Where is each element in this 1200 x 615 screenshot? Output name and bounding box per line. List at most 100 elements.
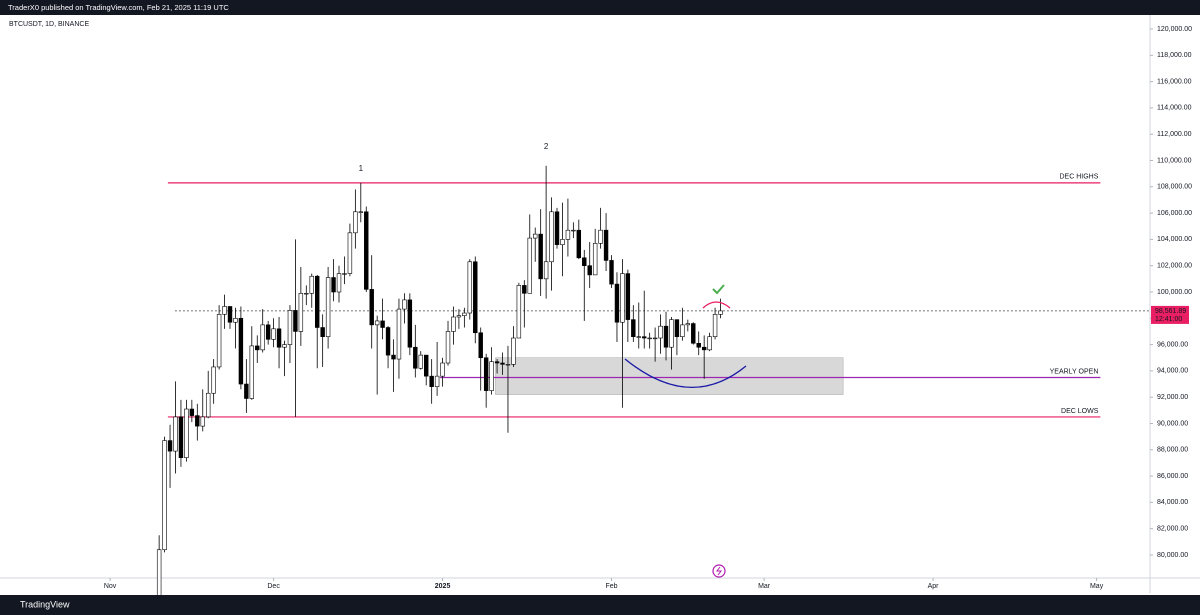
candle-body: [331, 277, 336, 293]
candle-body: [298, 293, 304, 332]
candle-body: [342, 273, 347, 275]
candle-body: [527, 237, 532, 294]
candle-body: [200, 416, 205, 427]
candle-body: [396, 308, 402, 360]
y-tick-label: 114,000.00: [1157, 105, 1192, 112]
candle-body: [195, 415, 200, 427]
candle-body: [325, 277, 331, 338]
candle-body: [636, 336, 641, 338]
candle-body: [631, 319, 636, 338]
candle-body: [222, 306, 227, 315]
x-tick-label: Mar: [758, 583, 771, 590]
candle-body: [478, 332, 483, 359]
candle-body: [663, 325, 669, 348]
candle-body: [167, 440, 173, 452]
candle-body: [576, 229, 582, 259]
y-tick-label: 82,000.00: [1157, 526, 1188, 533]
candle-body: [391, 354, 396, 360]
candle-body: [249, 345, 255, 399]
support-zone: [495, 357, 844, 395]
event-icon-bolt: [716, 566, 722, 576]
candle-body: [511, 337, 516, 365]
candle-body: [445, 331, 451, 364]
candle-body: [434, 375, 440, 387]
y-tick-label: 108,000.00: [1157, 184, 1192, 191]
candle-body: [652, 337, 658, 340]
candle-body: [483, 357, 489, 391]
candle-body: [571, 229, 576, 232]
candle-body: [456, 315, 462, 318]
candle-body: [669, 319, 674, 348]
candle-body: [347, 232, 353, 274]
axis-layer: 80,000.00 82,000.00 84,000.00 86,000.00 88,0…: [104, 26, 1192, 590]
footer-brand: TradingView: [20, 599, 70, 609]
check-mark: [712, 284, 725, 295]
candle-body: [320, 327, 325, 338]
candle-body: [369, 289, 374, 326]
candle-body: [701, 346, 707, 351]
y-tick-label: 100,000.00: [1157, 289, 1192, 296]
candle-body: [402, 299, 407, 310]
candle-body: [233, 317, 238, 323]
rounding-arc: [624, 358, 747, 389]
candle-body: [494, 361, 500, 364]
level-label: DEC HIGHS: [1059, 174, 1098, 181]
y-tick-label: 80,000.00: [1157, 552, 1188, 559]
countdown-label: 12:41:00: [1155, 316, 1182, 323]
candle-body: [211, 366, 216, 394]
candle-body: [533, 233, 538, 239]
candle-body: [603, 229, 609, 261]
candle-body: [647, 337, 652, 340]
x-tick-label: Dec: [267, 583, 280, 590]
footer-bar: [0, 595, 1200, 615]
candle-body: [216, 314, 222, 368]
candle-body: [276, 328, 282, 348]
candle-body: [685, 323, 691, 326]
candle-body: [674, 319, 680, 338]
candle-body: [565, 229, 571, 240]
x-tick-label: Feb: [605, 583, 617, 590]
candle-body: [712, 314, 718, 338]
candle-body: [227, 306, 233, 323]
y-tick-label: 118,000.00: [1157, 52, 1192, 59]
candle-body: [265, 324, 271, 340]
candle-body: [429, 375, 434, 387]
candle-body: [413, 346, 418, 369]
candle-body: [691, 323, 696, 344]
candle-body: [543, 261, 549, 280]
candle-body: [538, 233, 543, 280]
y-tick-label: 112,000.00: [1157, 131, 1192, 138]
candle-body: [707, 336, 712, 351]
event-icon: [712, 564, 726, 578]
y-tick-label: 110,000.00: [1157, 157, 1192, 164]
candle-body: [467, 261, 473, 314]
plot-area: [0, 15, 1150, 578]
candle-body: [609, 260, 614, 285]
candle-body: [293, 310, 298, 332]
y-tick-label: 84,000.00: [1157, 499, 1188, 506]
candle-body: [271, 328, 276, 340]
x-tick-label: 2025: [435, 583, 451, 590]
y-tick-label: 106,000.00: [1157, 210, 1192, 217]
candle-body: [582, 257, 587, 266]
candle-body: [549, 211, 554, 263]
candle-body: [385, 327, 391, 356]
candle-body: [364, 211, 369, 290]
candle-body: [625, 273, 631, 320]
candle-body: [184, 408, 189, 458]
candle-body: [336, 273, 342, 293]
candle-body: [658, 325, 663, 339]
candle-body: [614, 283, 620, 323]
y-tick-label: 92,000.00: [1157, 394, 1188, 401]
candle-body: [440, 362, 445, 377]
candle-body: [418, 354, 423, 369]
top-arc: [702, 301, 731, 309]
header-bar: [0, 0, 1200, 15]
candle-body: [260, 324, 265, 351]
candle-body: [205, 392, 211, 418]
candle-body: [238, 317, 244, 385]
x-tick-label: Nov: [104, 583, 117, 590]
candle-body: [282, 344, 287, 348]
candle-body: [358, 211, 364, 213]
candle-body: [696, 342, 701, 348]
